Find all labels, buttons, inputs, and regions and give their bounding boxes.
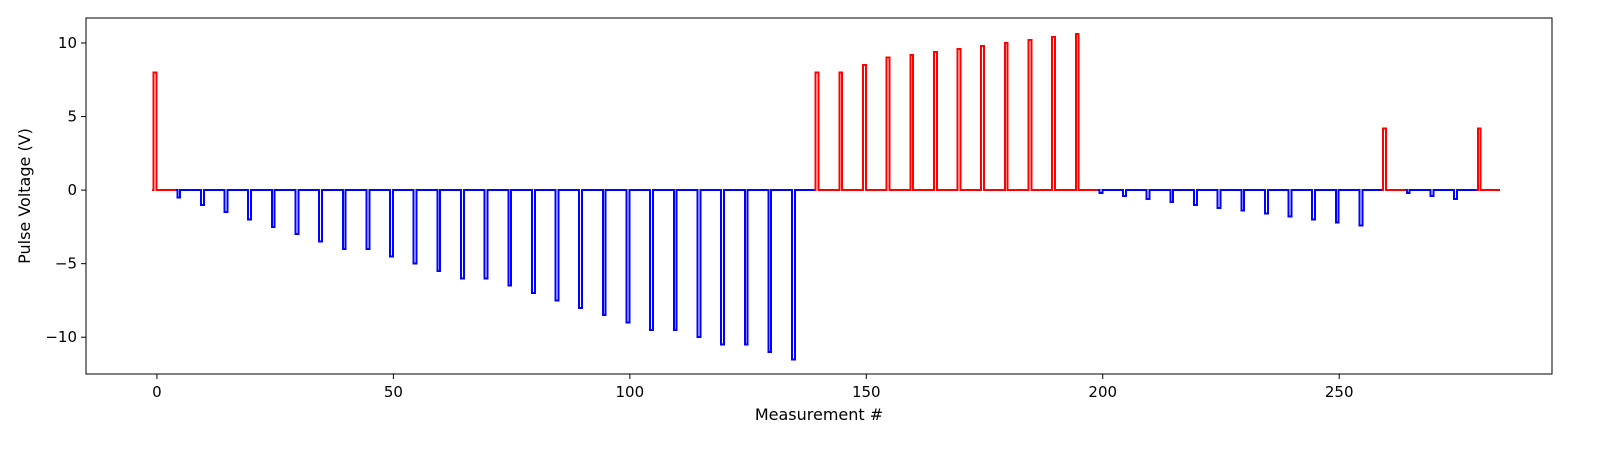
series-line-1 [152, 71, 176, 192]
y-tick-label: 5 [67, 108, 77, 126]
x-axis: 0 50 100 150 200 250 [152, 374, 1354, 401]
series-line-2 [175, 189, 815, 361]
y-axis-label: Pulse Voltage (V) [15, 128, 34, 264]
x-axis-label: Measurement # [755, 405, 883, 424]
series-line-3 [814, 33, 1099, 192]
x-tick-label: 200 [1088, 383, 1117, 401]
y-tick-label: 0 [67, 181, 77, 199]
series-line-5 [1381, 127, 1406, 192]
x-tick-label: 50 [384, 383, 403, 401]
x-tick-label: 0 [152, 383, 162, 401]
x-tick-label: 100 [616, 383, 645, 401]
x-tick-label: 150 [852, 383, 881, 401]
series-group [152, 33, 1500, 361]
series-line-7 [1476, 127, 1500, 192]
series-line-4 [1098, 189, 1382, 227]
y-axis: −10 −5 0 5 10 [45, 34, 86, 346]
y-tick-label: −5 [55, 255, 77, 273]
series-line-6 [1405, 189, 1477, 200]
y-tick-label: −10 [45, 328, 77, 346]
y-tick-label: 10 [58, 34, 77, 52]
x-tick-label: 250 [1325, 383, 1354, 401]
plot-frame [85, 17, 1553, 375]
